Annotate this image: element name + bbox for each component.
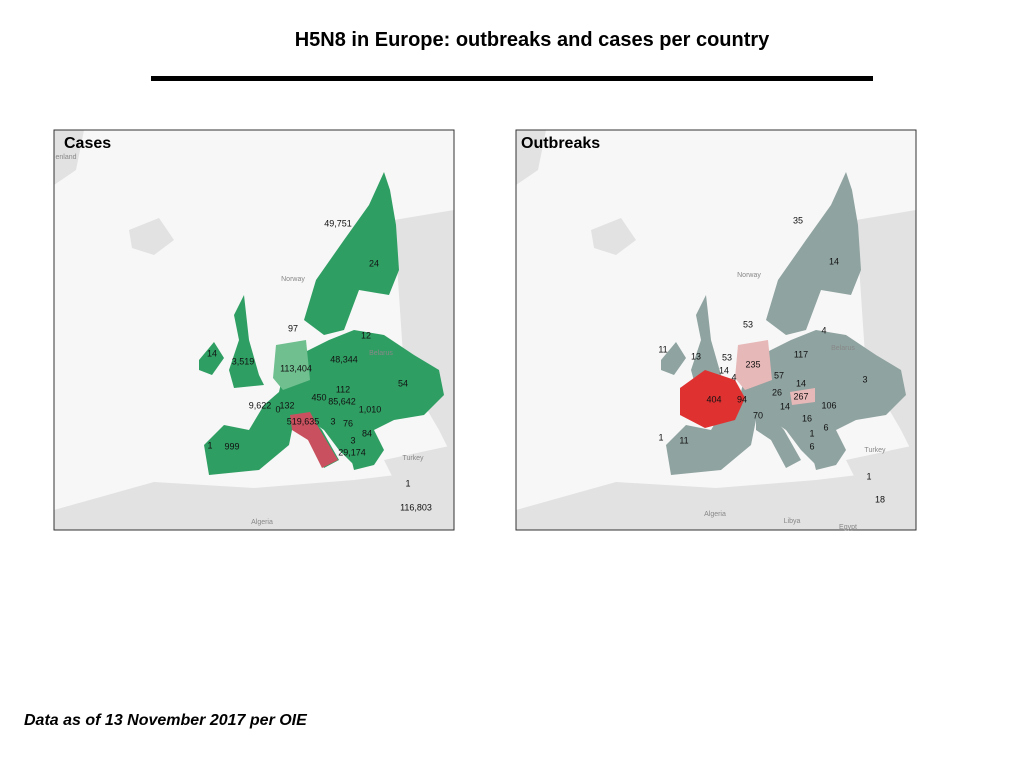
place-name: Algeria — [251, 519, 273, 526]
country-value: 48,344 — [330, 354, 358, 364]
country-value: 26 — [772, 387, 782, 397]
country-value: 57 — [774, 370, 784, 380]
country-value: 24 — [369, 258, 379, 268]
country-value: 0 — [275, 404, 280, 414]
country-value: 267 — [793, 391, 808, 401]
country-value: 18 — [875, 494, 885, 504]
country-value: 1 — [809, 428, 814, 438]
country-value: 97 — [288, 323, 298, 333]
place-name: Norway — [737, 272, 761, 279]
place-name: Algeria — [704, 511, 726, 518]
cases-map: enland Norway Belarus Turkey Algeria 49,751 24… — [53, 129, 455, 531]
country-value: 1,010 — [359, 404, 382, 414]
title-rule — [151, 76, 873, 81]
country-value: 14 — [829, 256, 839, 266]
country-value: 235 — [745, 359, 760, 369]
title: H5N8 in Europe: outbreaks and cases per … — [295, 29, 770, 51]
country-value: 76 — [343, 418, 353, 428]
panel-title: Outbreaks — [521, 135, 600, 152]
country-value: 519,635 — [287, 416, 320, 426]
country-value: 112 — [336, 384, 350, 394]
country-value: 3 — [862, 374, 867, 384]
country-value: 94 — [737, 394, 747, 404]
country-value: 9,622 — [249, 400, 272, 410]
country-value: 116,803 — [400, 502, 432, 512]
country-value: 14 — [780, 401, 790, 411]
country-value: 12 — [361, 330, 371, 340]
place-name: Belarus — [831, 345, 855, 352]
country-value: 53 — [722, 352, 732, 362]
country-value: 35 — [793, 215, 803, 225]
country-value: 132 — [279, 400, 294, 410]
place-name: Norway — [281, 276, 305, 283]
place-name: Turkey — [402, 455, 424, 462]
country-value: 1 — [207, 440, 212, 450]
footer: Data as of 13 November 2017 per OIE — [24, 712, 308, 729]
country-value: 14 — [207, 348, 217, 358]
panel-title: Cases — [64, 135, 111, 152]
place-name: Libya — [784, 518, 801, 525]
country-value: 6 — [823, 422, 828, 432]
place-name: enland — [55, 154, 76, 161]
country-value: 6 — [809, 441, 814, 451]
place-name: Egypt — [839, 524, 857, 531]
country-value: 3 — [330, 416, 335, 426]
country-value: 1 — [658, 432, 663, 442]
place-name: Belarus — [369, 350, 393, 357]
country-value: 4 — [731, 372, 736, 382]
country-value: 404 — [706, 394, 721, 404]
outbreaks-map: NorwayBelarusTurkeyAlgeriaLibyaEgypt3514… — [515, 129, 917, 531]
country-value: 11 — [658, 344, 667, 354]
country-value: 85,642 — [328, 396, 356, 406]
country-value: 53 — [743, 319, 753, 329]
country-value: 999 — [224, 441, 239, 451]
country-value: 11 — [679, 435, 688, 445]
country-value: 3 — [350, 435, 355, 445]
country-value: 1 — [866, 471, 871, 481]
country-value: 84 — [362, 428, 372, 438]
country-value: 106 — [821, 400, 836, 410]
country-value: 14 — [719, 365, 729, 375]
country-value: 54 — [398, 378, 408, 388]
country-value: 450 — [311, 392, 326, 402]
country-value: 14 — [796, 378, 806, 388]
country-value: 4 — [821, 325, 826, 335]
country-value: 117 — [794, 349, 808, 359]
country-value: 1 — [405, 478, 410, 488]
country-value: 70 — [753, 410, 763, 420]
country-value: 113,404 — [280, 363, 312, 373]
place-name: Turkey — [864, 447, 886, 454]
country-value: 29,174 — [338, 447, 366, 457]
country-value: 3,519 — [232, 356, 255, 366]
country-value: 49,751 — [324, 218, 352, 228]
country-value: 13 — [691, 351, 701, 361]
country-value: 16 — [802, 413, 812, 423]
